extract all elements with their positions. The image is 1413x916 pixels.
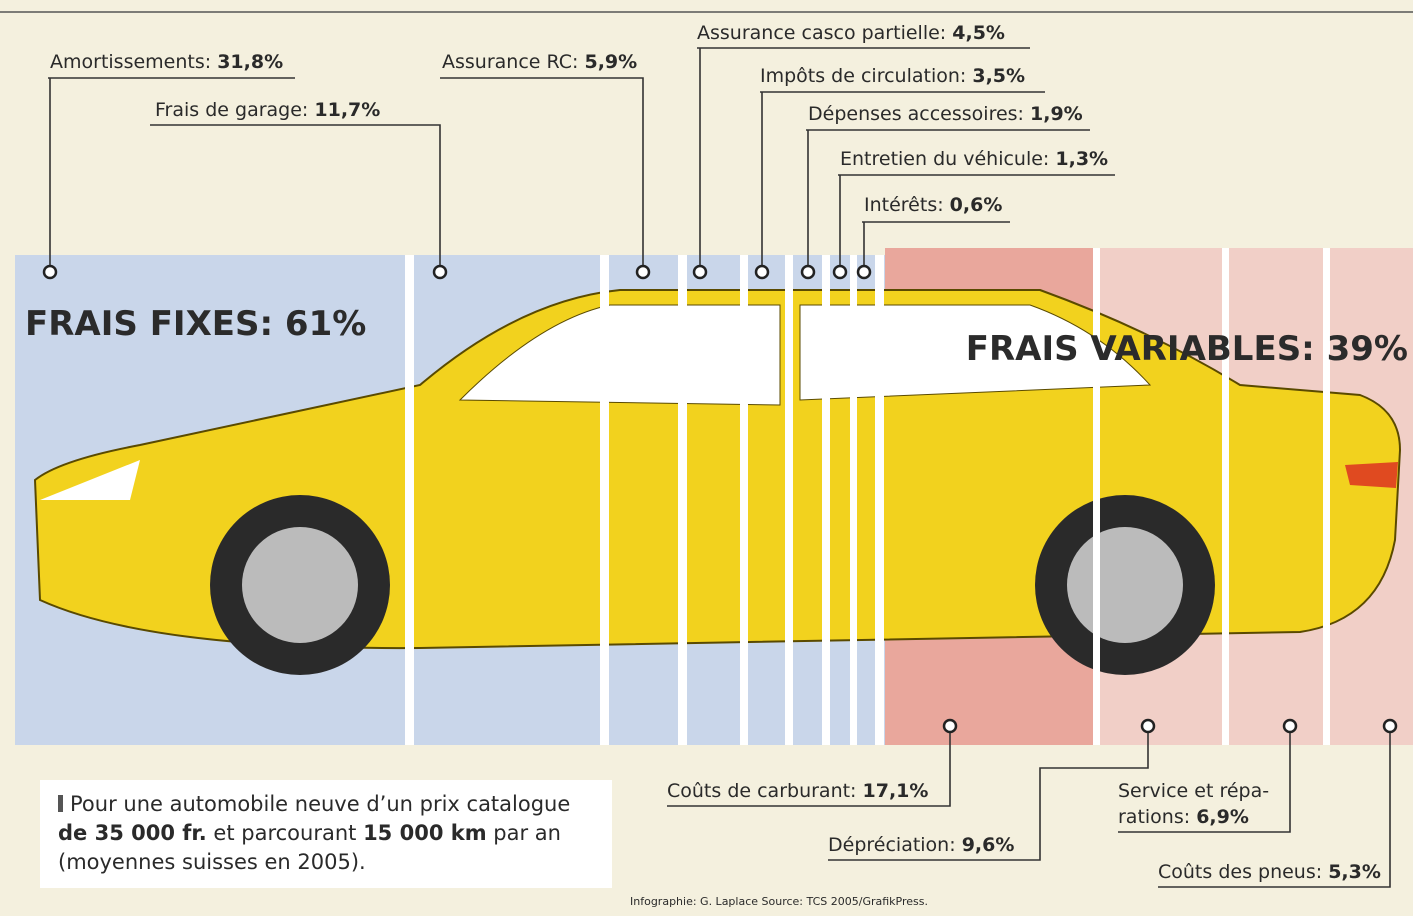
text-part: 5,9% <box>584 51 637 73</box>
text-part: Frais de garage: <box>155 99 308 121</box>
text-part: et parcourant <box>207 821 363 845</box>
text-part: Amortissements: <box>50 51 211 73</box>
text-part: 4,5% <box>952 22 1005 44</box>
text-part: Coûts de carburant: <box>667 780 856 802</box>
fixed-heading: FRAIS FIXES: 61% <box>25 304 366 344</box>
item-label: Intérêts: 0,6% <box>864 194 1002 216</box>
note: de 35 000 fr. et parcourant 15 000 km pa… <box>58 821 561 845</box>
variable-heading: FRAIS VARIABLES: 39% <box>966 329 1408 369</box>
text-part: 1,3% <box>1055 148 1108 170</box>
text-part: 0,6% <box>950 194 1003 216</box>
item-label: Impôts de circulation: 3,5% <box>760 65 1025 87</box>
text-part: par an <box>487 821 561 845</box>
item-label: Service et répa- <box>1118 780 1269 802</box>
text-part: Impôts de circulation: <box>760 65 966 87</box>
text-part: 31,8% <box>217 51 283 73</box>
text-part: 1,9% <box>1030 103 1083 125</box>
text-part: Assurance RC: <box>442 51 578 73</box>
note-bullet <box>58 795 63 812</box>
item-label: rations: 6,9% <box>1118 806 1249 828</box>
text-part: 17,1% <box>863 780 929 802</box>
item-label: Coûts de carburant: 17,1% <box>667 780 928 802</box>
item-label: Assurance RC: 5,9% <box>442 51 637 73</box>
text-part: de 35 000 fr. <box>58 821 207 845</box>
text-part: 3,5% <box>972 65 1025 87</box>
note: (moyennes suisses en 2005). <box>58 850 366 874</box>
text-part: Entretien du véhicule: <box>840 148 1049 170</box>
text-part: rations: <box>1118 806 1190 828</box>
note: Pour une automobile neuve d’un prix cata… <box>70 792 570 816</box>
text-part: Assurance casco partielle: <box>697 22 946 44</box>
item-label: Assurance casco partielle: 4,5% <box>697 22 1005 44</box>
item-label: Coûts des pneus: 5,3% <box>1158 861 1381 883</box>
text-part: 6,9% <box>1196 806 1249 828</box>
item-label: Entretien du véhicule: 1,3% <box>840 148 1108 170</box>
text-part: 11,7% <box>314 99 380 121</box>
text-part: Intérêts: <box>864 194 944 216</box>
infographic: FRAIS FIXES: 61% FRAIS VARIABLES: 39% Am… <box>0 0 1413 912</box>
text-part: Dépenses accessoires: <box>808 103 1024 125</box>
credit: Infographie: G. Laplace Source: TCS 2005… <box>630 895 928 908</box>
text-part: 9,6% <box>962 834 1015 856</box>
item-label: Amortissements: 31,8% <box>50 51 283 73</box>
item-label: Frais de garage: 11,7% <box>155 99 380 121</box>
text-part: 5,3% <box>1328 861 1381 883</box>
text-part: 15 000 km <box>363 821 487 845</box>
item-label: Dépréciation: 9,6% <box>828 834 1014 856</box>
item-label: Dépenses accessoires: 1,9% <box>808 103 1083 125</box>
text-part: Coûts des pneus: <box>1158 861 1322 883</box>
text-part: Dépréciation: <box>828 834 956 856</box>
